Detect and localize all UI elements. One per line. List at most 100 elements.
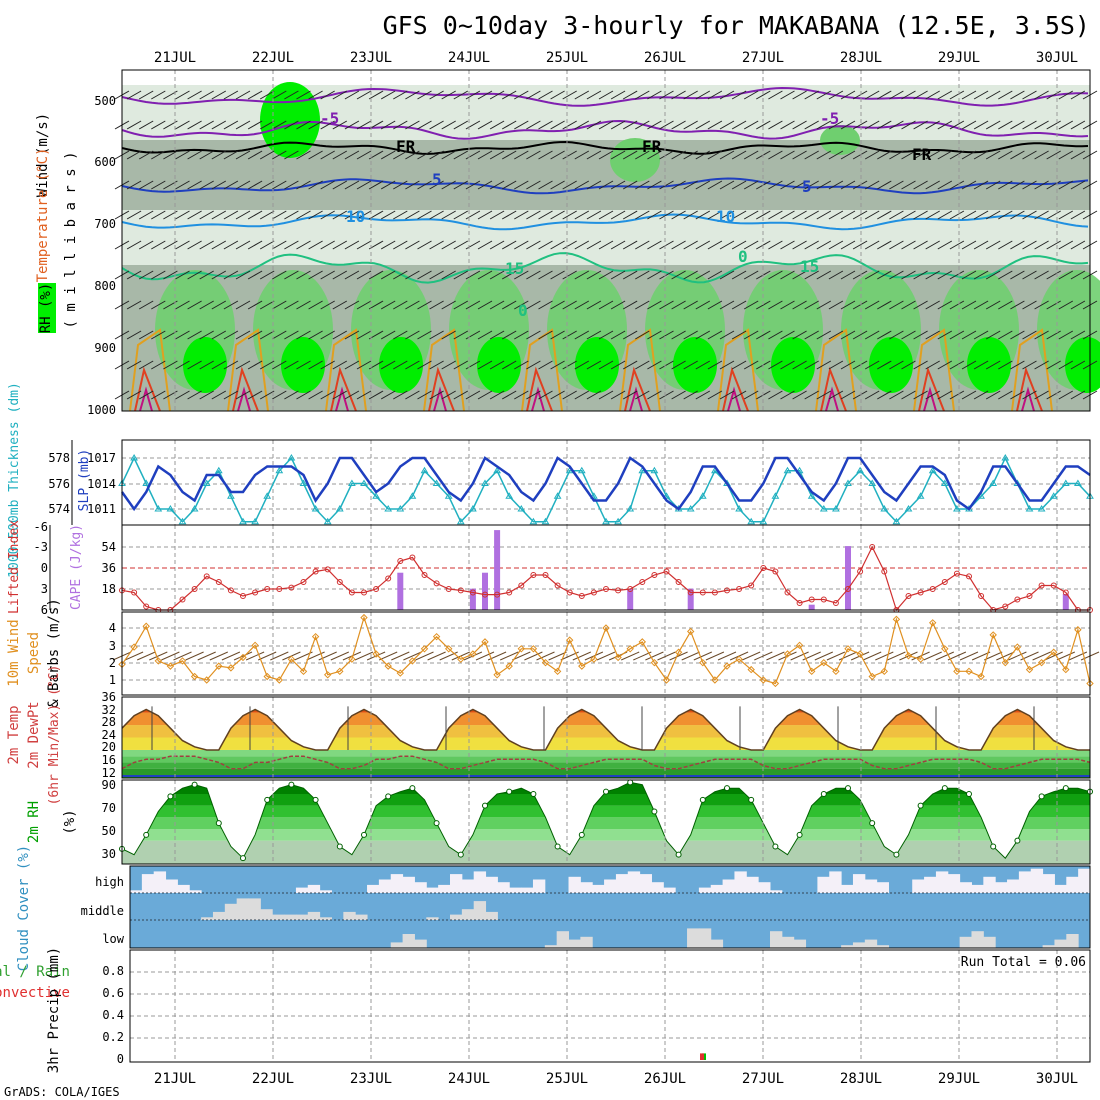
- cloud-bar-high: [141, 874, 155, 893]
- contour-label: 0: [738, 247, 748, 266]
- li-tick-label: 0: [41, 561, 48, 575]
- wind-barb: [925, 240, 940, 250]
- wind-barb: [695, 90, 711, 100]
- wind-barb: [514, 240, 529, 250]
- thickness-point: [892, 517, 901, 525]
- li-axis-label: Lifted Index: [7, 520, 22, 614]
- wind-barb: [380, 240, 396, 250]
- wind-barb: [417, 120, 432, 130]
- wind-barb: [223, 300, 239, 310]
- precip-tick-label: 0.4: [102, 1008, 124, 1022]
- wind-barb: [259, 270, 275, 280]
- wind-barb: [877, 120, 892, 130]
- wind-barb: [961, 390, 977, 400]
- li-point: [941, 579, 948, 585]
- cloud-bar-high: [1054, 884, 1067, 893]
- wind-barb: [1058, 210, 1074, 220]
- wind-barb: [804, 390, 819, 400]
- wind-barb: [887, 651, 906, 661]
- wind-barb: [393, 180, 408, 190]
- wind-barb: [647, 360, 662, 370]
- li-point: [772, 568, 779, 575]
- wind-barb: [1068, 651, 1088, 661]
- wind-barb: [923, 651, 942, 661]
- wind-barb: [877, 150, 892, 160]
- wind-barb: [211, 180, 227, 190]
- wind-barb: [393, 330, 408, 340]
- wind-barb: [719, 390, 735, 400]
- cloud-bar-high: [734, 871, 747, 893]
- wind-barb: [562, 180, 577, 190]
- temp-band: [122, 762, 1090, 769]
- thickness-point: [384, 505, 393, 512]
- wind-barb: [453, 360, 469, 370]
- pressure-tick-label: 600: [94, 155, 116, 169]
- cloud-bar-high: [153, 871, 167, 893]
- wind-barb: [284, 360, 299, 370]
- wind-barb: [961, 330, 977, 340]
- wind-speed-point: [795, 641, 804, 650]
- wind-barb: [247, 300, 263, 310]
- thickness-point: [577, 466, 586, 474]
- wind-barb: [489, 330, 505, 340]
- wind-barb: [610, 90, 626, 100]
- li-point: [796, 600, 803, 606]
- wind-barb: [693, 651, 713, 661]
- wind-barb: [1070, 300, 1086, 310]
- wind-barb: [284, 210, 299, 220]
- wind-barb: [380, 270, 396, 280]
- wind-barb: [768, 210, 783, 220]
- li-point: [929, 586, 936, 592]
- rh-point: [264, 796, 271, 803]
- thickness-point: [154, 505, 163, 512]
- wind-barb: [852, 390, 868, 400]
- wind-barb: [780, 150, 795, 160]
- wind-barb: [925, 120, 940, 130]
- date-label-top: 25JUL: [546, 50, 588, 66]
- thickness-point: [1074, 479, 1082, 486]
- wind-barb: [780, 180, 795, 190]
- wind-barb: [151, 330, 166, 340]
- rh-band: [122, 794, 1090, 806]
- rh-point: [554, 843, 561, 850]
- wind-barb: [998, 180, 1013, 190]
- wind-barb: [731, 360, 747, 370]
- isotherm-line: [237, 386, 251, 412]
- rh-point: [651, 808, 658, 815]
- wind-speed-point: [166, 662, 175, 670]
- wind-barb: [973, 300, 989, 310]
- wind-barb: [270, 651, 289, 661]
- wind-barb: [344, 240, 360, 250]
- isotherm-line: [433, 386, 447, 412]
- wind-speed-point: [626, 645, 634, 653]
- wind-barb: [985, 180, 1001, 190]
- wind-speed-point: [699, 658, 707, 667]
- li-point: [131, 589, 138, 596]
- wind-barb: [731, 210, 747, 220]
- wind-barb: [707, 330, 723, 340]
- wind-barb: [199, 300, 214, 310]
- wind-barb: [719, 270, 735, 280]
- wind-barb: [659, 210, 674, 220]
- wind-barb: [344, 270, 360, 280]
- wind-barb: [574, 270, 590, 280]
- wind-barb: [136, 651, 156, 661]
- wind-barb: [826, 651, 846, 661]
- wind-speed-point: [130, 643, 138, 651]
- wind-speed-point: [553, 667, 562, 676]
- slp-tick-label: 1014: [87, 477, 116, 491]
- wind-barb: [961, 270, 977, 280]
- freezing-level-line: [121, 140, 1089, 155]
- wind-barb: [695, 390, 711, 400]
- precip-tick-label: 0.8: [102, 964, 124, 978]
- wind-barb: [380, 300, 396, 310]
- date-label-bottom: 30JUL: [1036, 1071, 1078, 1087]
- wind-barb: [889, 270, 904, 280]
- wind-barb: [306, 651, 325, 661]
- li-point: [288, 584, 295, 591]
- wind-speed-point: [178, 657, 187, 665]
- cloud-bar-high: [770, 890, 783, 893]
- wind-barb: [344, 390, 360, 400]
- wind-barb: [247, 210, 263, 220]
- wind-speed-point: [202, 676, 211, 684]
